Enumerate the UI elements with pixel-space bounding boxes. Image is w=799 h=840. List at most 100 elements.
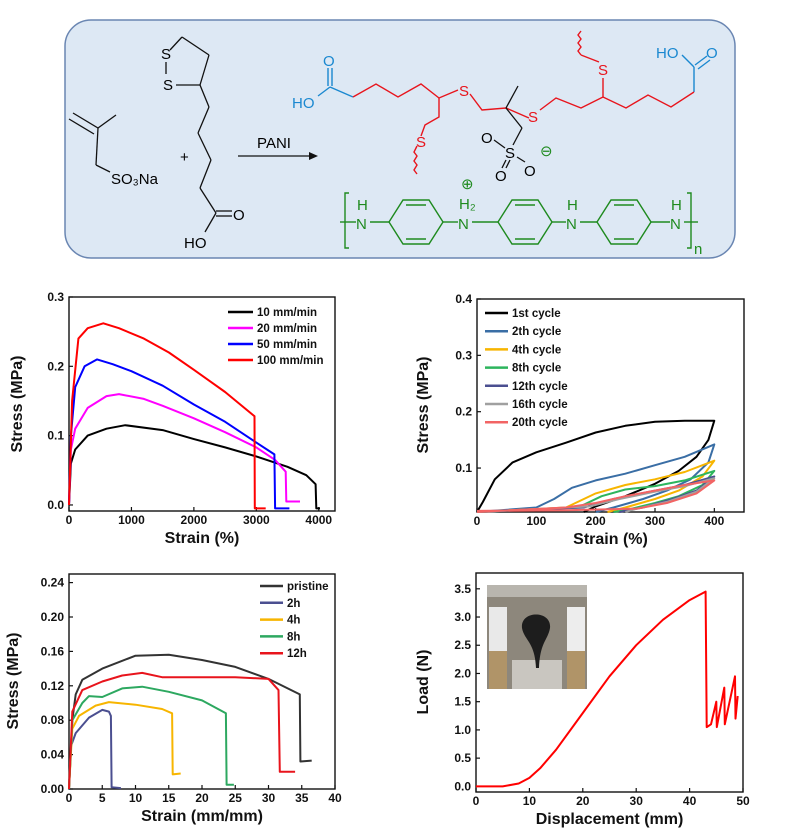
oxygen-label: O <box>233 207 245 224</box>
hydroxyl-label: HO <box>184 235 207 252</box>
x-tick-label: 0 <box>474 514 481 528</box>
clamp-left <box>489 607 507 651</box>
y-tick-label: 0.12 <box>41 679 65 693</box>
nitrogen-label: N <box>566 216 577 233</box>
x-tick-label: 0 <box>66 791 73 805</box>
arrow-head-icon <box>309 152 318 160</box>
inset-photo <box>487 585 587 689</box>
x-axis-title: Strain (%) <box>165 530 240 547</box>
product-acid-groups <box>317 54 711 98</box>
x-tick-label: 30 <box>630 794 644 808</box>
negative-charge-icon: ⊖ <box>540 143 553 160</box>
x-tick-label: 300 <box>645 514 665 528</box>
y-axis-title: Stress (MPa) <box>9 356 26 453</box>
series-line-2th-cycle <box>476 443 716 513</box>
product-core <box>493 85 526 169</box>
hydroxyl-label: HO <box>292 95 315 112</box>
oxygen-label: O <box>524 163 536 180</box>
legend-label: 20th cycle <box>512 417 568 429</box>
x-axis-title: Strain (%) <box>573 531 648 548</box>
plot-frame <box>475 572 744 793</box>
hydrogen-label: H <box>671 197 682 214</box>
plus-sign: + <box>180 149 189 166</box>
y-tick-label: 2.0 <box>454 666 471 680</box>
sulfur-label: S <box>416 134 426 151</box>
y-tick-label: 0.5 <box>454 751 471 765</box>
y-tick-label: 0.2 <box>47 359 64 373</box>
sulfur-label: S <box>161 46 171 63</box>
product-chain <box>352 30 695 175</box>
x-tick-label: 10 <box>523 794 537 808</box>
y-tick-label: 0.1 <box>47 429 64 443</box>
y-tick-label: 0.08 <box>41 713 65 727</box>
x-tick-label: 200 <box>586 514 606 528</box>
x-tick-label: 3000 <box>243 513 270 527</box>
sulfur-label: S <box>163 77 173 94</box>
legend-label: 16th cycle <box>512 399 568 411</box>
y-tick-label: 0.24 <box>41 576 65 590</box>
y-tick-label: 1.0 <box>454 723 471 737</box>
x-tick-label: 4000 <box>305 513 332 527</box>
x-tick-label: 30 <box>262 791 276 805</box>
y-tick-label: 1.5 <box>454 695 471 709</box>
sulfur-label: S <box>505 145 515 162</box>
legend-label: 4th cycle <box>512 344 561 356</box>
hydroxyl-label: HO <box>656 45 679 62</box>
x-tick-label: 20 <box>195 791 209 805</box>
series-line-10-mm-min <box>68 424 320 510</box>
series-line-50-mm-min <box>68 358 290 510</box>
y-tick-label: 0.00 <box>41 782 65 796</box>
y-tick-label: 0.04 <box>41 748 65 762</box>
series-line-load <box>476 590 739 788</box>
y-tick-label: 0.3 <box>47 290 64 304</box>
nitrogen-label: N <box>670 216 681 233</box>
series-line-4h <box>68 701 181 790</box>
nitrogen-label: N <box>356 216 367 233</box>
nitrogen-label: N <box>458 216 469 233</box>
x-tick-label: 100 <box>526 514 546 528</box>
y-tick-label: 2.5 <box>454 638 471 652</box>
legend-label: 10 mm/min <box>257 307 317 319</box>
repeat-label: n <box>694 241 702 258</box>
legend-label: 8th cycle <box>512 363 561 375</box>
y-tick-label: 0.3 <box>455 348 472 362</box>
h2-label: H₂ <box>459 196 476 213</box>
legend-label: 2h <box>287 598 300 610</box>
series-line-pristine <box>68 653 312 790</box>
oxygen-label: O <box>481 130 493 147</box>
x-tick-label: 0 <box>66 513 73 527</box>
x-tick-label: 20 <box>576 794 590 808</box>
x-tick-label: 15 <box>162 791 176 805</box>
hydrogen-label: H <box>357 197 368 214</box>
legend-label: 50 mm/min <box>257 339 317 351</box>
pani-structure <box>340 192 698 249</box>
legend-label: 1st cycle <box>512 308 561 320</box>
series-line-12h <box>68 671 296 790</box>
x-tick-label: 400 <box>704 514 724 528</box>
series-line-20th-cycle <box>476 479 716 513</box>
reaction-scheme: SO₃Na + S S O HO PANI <box>64 19 736 259</box>
series-line-4th-cycle <box>476 459 716 513</box>
y-axis-title: Load (N) <box>415 650 432 715</box>
y-tick-label: 0.1 <box>455 461 472 475</box>
lipoic-acid <box>165 36 232 233</box>
plot-frame <box>68 296 336 512</box>
legend-label: 12th cycle <box>512 381 568 393</box>
x-tick-label: 5 <box>99 791 106 805</box>
scheme-box <box>64 19 736 259</box>
y-tick-label: 0.4 <box>455 292 472 306</box>
series-line-8th-cycle <box>476 469 716 513</box>
x-tick-label: 35 <box>295 791 309 805</box>
x-tick-label: 25 <box>229 791 243 805</box>
hydrogen-label: H <box>567 197 578 214</box>
oxygen-label: O <box>706 45 718 62</box>
y-tick-label: 0.20 <box>41 610 65 624</box>
sulfur-label: S <box>598 62 608 79</box>
series-line-100-mm-min <box>68 322 266 510</box>
legend-label: 100 mm/min <box>257 355 323 367</box>
legend-label: pristine <box>287 581 329 593</box>
x-tick-label: 0 <box>473 794 480 808</box>
clamp-right <box>567 607 585 651</box>
x-tick-label: 50 <box>736 794 750 808</box>
y-tick-label: 3.0 <box>454 610 471 624</box>
